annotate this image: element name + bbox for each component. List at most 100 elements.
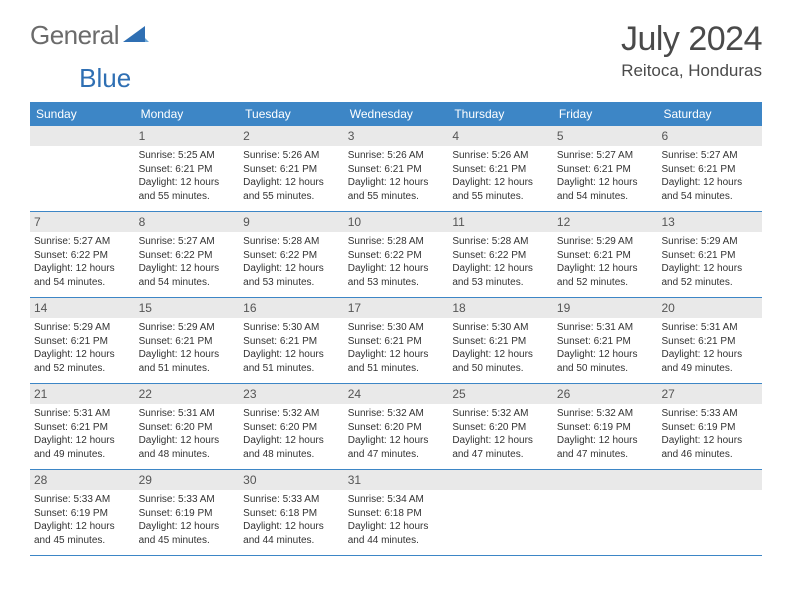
sunset-text: Sunset: 6:21 PM [557,249,654,263]
daylight-text-a: Daylight: 12 hours [34,262,131,276]
calendar-week-row: 21Sunrise: 5:31 AMSunset: 6:21 PMDayligh… [30,384,762,470]
weeks-container: 1Sunrise: 5:25 AMSunset: 6:21 PMDaylight… [30,126,762,556]
day-number: 12 [553,212,658,232]
sunrise-text: Sunrise: 5:32 AM [348,407,445,421]
day-number: 27 [657,384,762,404]
day-number: 29 [135,470,240,490]
day-number: 2 [239,126,344,146]
daylight-text-b: and 54 minutes. [34,276,131,290]
sunset-text: Sunset: 6:19 PM [557,421,654,435]
sunrise-text: Sunrise: 5:29 AM [34,321,131,335]
daylight-text-b: and 50 minutes. [452,362,549,376]
calendar-week-row: 1Sunrise: 5:25 AMSunset: 6:21 PMDaylight… [30,126,762,212]
daylight-text-a: Daylight: 12 hours [243,262,340,276]
brand-logo: General [30,20,149,51]
sunset-text: Sunset: 6:22 PM [243,249,340,263]
calendar-day-cell: 18Sunrise: 5:30 AMSunset: 6:21 PMDayligh… [448,298,553,383]
daylight-text-a: Daylight: 12 hours [34,434,131,448]
daylight-text-b: and 55 minutes. [452,190,549,204]
daylight-text-a: Daylight: 12 hours [139,520,236,534]
daylight-text-b: and 55 minutes. [243,190,340,204]
sunset-text: Sunset: 6:18 PM [243,507,340,521]
day-number: 8 [135,212,240,232]
weekday-header: Sunday [30,102,135,126]
day-number: 16 [239,298,344,318]
day-number: 17 [344,298,449,318]
day-number [553,470,658,490]
day-number: 23 [239,384,344,404]
daylight-text-b: and 55 minutes. [139,190,236,204]
calendar-day-cell: 13Sunrise: 5:29 AMSunset: 6:21 PMDayligh… [657,212,762,297]
daylight-text-b: and 52 minutes. [557,276,654,290]
daylight-text-a: Daylight: 12 hours [661,262,758,276]
sunset-text: Sunset: 6:22 PM [348,249,445,263]
daylight-text-a: Daylight: 12 hours [243,520,340,534]
sunrise-text: Sunrise: 5:31 AM [139,407,236,421]
weekday-header: Thursday [448,102,553,126]
day-number: 1 [135,126,240,146]
sunrise-text: Sunrise: 5:30 AM [348,321,445,335]
day-number: 26 [553,384,658,404]
weekday-header: Monday [135,102,240,126]
sunset-text: Sunset: 6:18 PM [348,507,445,521]
day-number: 18 [448,298,553,318]
sunset-text: Sunset: 6:21 PM [243,335,340,349]
calendar-day-cell: 24Sunrise: 5:32 AMSunset: 6:20 PMDayligh… [344,384,449,469]
sunset-text: Sunset: 6:22 PM [452,249,549,263]
day-number: 11 [448,212,553,232]
sunset-text: Sunset: 6:21 PM [34,421,131,435]
weekday-header: Wednesday [344,102,449,126]
daylight-text-b: and 45 minutes. [34,534,131,548]
daylight-text-a: Daylight: 12 hours [557,434,654,448]
weekday-header: Tuesday [239,102,344,126]
calendar-day-cell: 5Sunrise: 5:27 AMSunset: 6:21 PMDaylight… [553,126,658,211]
daylight-text-b: and 48 minutes. [243,448,340,462]
calendar-day-cell: 11Sunrise: 5:28 AMSunset: 6:22 PMDayligh… [448,212,553,297]
day-number [30,126,135,146]
sunset-text: Sunset: 6:21 PM [348,163,445,177]
sunrise-text: Sunrise: 5:26 AM [348,149,445,163]
daylight-text-a: Daylight: 12 hours [557,262,654,276]
daylight-text-b: and 47 minutes. [348,448,445,462]
weekday-header: Friday [553,102,658,126]
sunset-text: Sunset: 6:21 PM [661,335,758,349]
daylight-text-a: Daylight: 12 hours [348,262,445,276]
day-number: 9 [239,212,344,232]
day-number [657,470,762,490]
daylight-text-a: Daylight: 12 hours [243,176,340,190]
daylight-text-b: and 47 minutes. [452,448,549,462]
daylight-text-b: and 48 minutes. [139,448,236,462]
daylight-text-a: Daylight: 12 hours [661,348,758,362]
sunrise-text: Sunrise: 5:27 AM [661,149,758,163]
sunrise-text: Sunrise: 5:32 AM [452,407,549,421]
daylight-text-a: Daylight: 12 hours [557,176,654,190]
day-number: 5 [553,126,658,146]
sunrise-text: Sunrise: 5:28 AM [243,235,340,249]
sunrise-text: Sunrise: 5:33 AM [139,493,236,507]
calendar-day-cell: 31Sunrise: 5:34 AMSunset: 6:18 PMDayligh… [344,470,449,555]
daylight-text-a: Daylight: 12 hours [348,176,445,190]
sunrise-text: Sunrise: 5:33 AM [34,493,131,507]
sunrise-text: Sunrise: 5:31 AM [34,407,131,421]
day-number: 24 [344,384,449,404]
calendar-day-cell: 20Sunrise: 5:31 AMSunset: 6:21 PMDayligh… [657,298,762,383]
calendar-day-cell: 27Sunrise: 5:33 AMSunset: 6:19 PMDayligh… [657,384,762,469]
sunrise-text: Sunrise: 5:34 AM [348,493,445,507]
daylight-text-b: and 46 minutes. [661,448,758,462]
sunset-text: Sunset: 6:20 PM [139,421,236,435]
daylight-text-b: and 51 minutes. [348,362,445,376]
calendar-day-cell: 12Sunrise: 5:29 AMSunset: 6:21 PMDayligh… [553,212,658,297]
day-number: 25 [448,384,553,404]
sunrise-text: Sunrise: 5:28 AM [452,235,549,249]
daylight-text-a: Daylight: 12 hours [139,434,236,448]
daylight-text-a: Daylight: 12 hours [243,348,340,362]
sunrise-text: Sunrise: 5:33 AM [661,407,758,421]
daylight-text-a: Daylight: 12 hours [34,520,131,534]
daylight-text-b: and 55 minutes. [348,190,445,204]
daylight-text-b: and 54 minutes. [139,276,236,290]
sunset-text: Sunset: 6:21 PM [557,335,654,349]
daylight-text-b: and 47 minutes. [557,448,654,462]
calendar-day-cell: 19Sunrise: 5:31 AMSunset: 6:21 PMDayligh… [553,298,658,383]
sunrise-text: Sunrise: 5:27 AM [557,149,654,163]
sunset-text: Sunset: 6:21 PM [661,249,758,263]
